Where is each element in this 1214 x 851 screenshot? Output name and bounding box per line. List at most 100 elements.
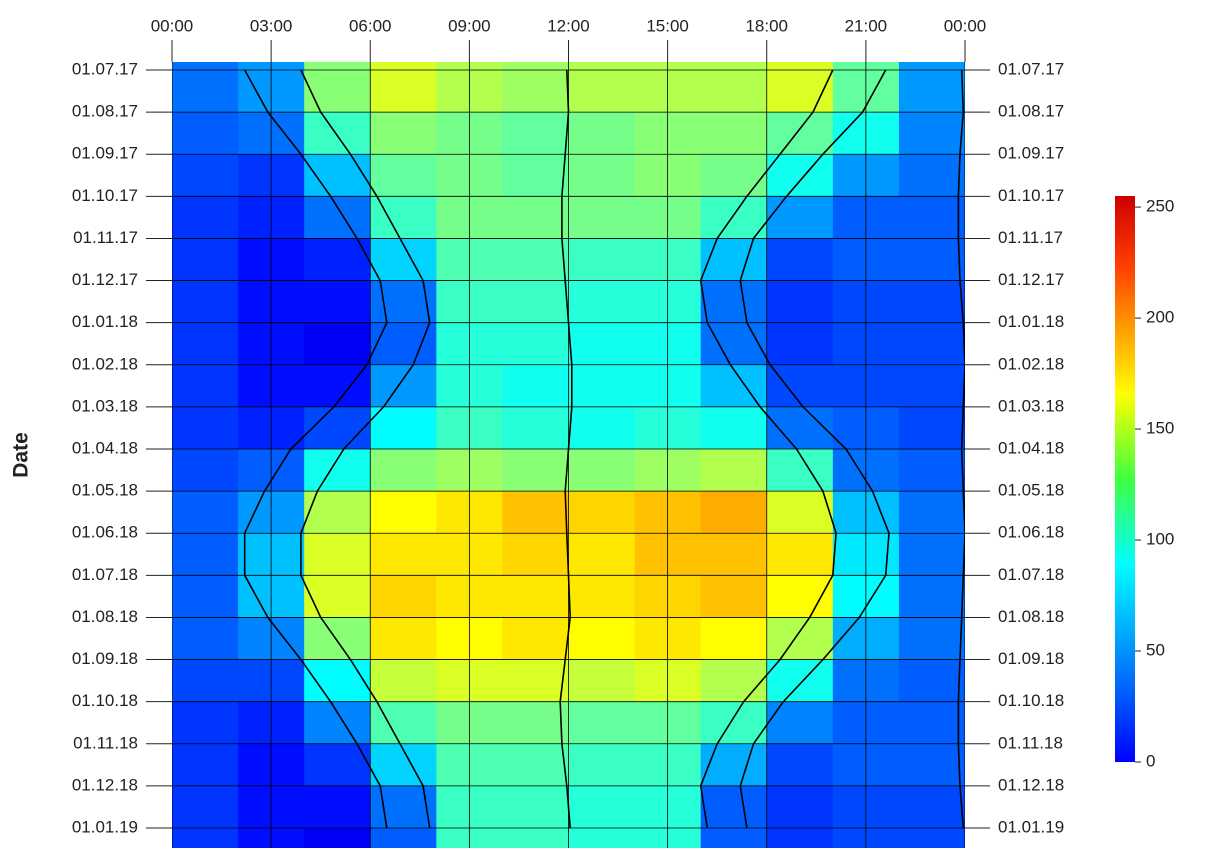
heat-cell [304, 62, 371, 113]
heat-cell [172, 238, 239, 282]
heat-cell [370, 617, 437, 661]
y-tick-label: 01.07.17 [72, 59, 138, 78]
heat-cell [568, 280, 636, 324]
heat-cell [898, 238, 965, 282]
y-tick-label: 01.11.17 [73, 228, 138, 247]
y-tick-label-right: 01.11.18 [998, 733, 1063, 752]
heat-cell [898, 533, 965, 576]
heat-cell [502, 238, 569, 282]
heat-cell [304, 154, 371, 197]
y-tick-label-right: 01.10.17 [998, 186, 1064, 205]
y-tick-label: 01.11.18 [73, 733, 138, 752]
heat-cell [502, 575, 569, 618]
x-tick-label: 00:00 [151, 16, 194, 35]
heat-cell [502, 280, 569, 324]
heat-cell [304, 575, 371, 618]
y-tick-label: 01.04.18 [72, 438, 138, 457]
heat-cell [568, 62, 636, 113]
heat-cell [304, 701, 371, 745]
colorbar-tick-label: 50 [1146, 641, 1165, 660]
heat-cell [304, 449, 371, 492]
y-tick-label: 01.06.18 [72, 523, 138, 542]
heat-cell [766, 364, 834, 408]
heat-cell [700, 280, 768, 324]
y-tick-label-right: 01.08.18 [998, 607, 1064, 626]
colorbar-tick-label: 150 [1146, 419, 1174, 438]
heat-cell [370, 406, 437, 450]
heat-cell [766, 406, 834, 450]
curves [243, 69, 965, 829]
heat-cell [898, 491, 965, 534]
curve [243, 69, 388, 829]
x-tick-label: 09:00 [448, 16, 491, 35]
heat-cell [304, 322, 371, 366]
heat-cell [304, 617, 371, 661]
y-tick-label: 01.01.19 [72, 817, 138, 836]
heat-cell [766, 280, 834, 324]
heat-cell [898, 449, 965, 492]
heat-cell [370, 491, 437, 534]
x-tick-label: 15:00 [646, 16, 689, 35]
heat-cell [304, 828, 371, 848]
x-tick-label: 21:00 [845, 16, 888, 35]
curve [739, 69, 890, 829]
heat-cell [568, 659, 636, 703]
y-tick-label: 01.08.17 [72, 102, 138, 121]
curve [957, 69, 965, 829]
heat-cell [172, 533, 239, 576]
heat-cell [700, 112, 768, 155]
heat-cell [700, 828, 768, 848]
heat-cell [502, 785, 569, 829]
y-tick-label-right: 01.03.18 [998, 396, 1064, 415]
heat-cell [700, 617, 768, 661]
curve [559, 69, 573, 829]
heat-cell [766, 154, 834, 197]
heat-cell [304, 112, 371, 155]
heat-cell [502, 364, 569, 408]
heat-cell [898, 62, 965, 113]
curve [699, 69, 837, 829]
heat-cell [766, 62, 834, 113]
heat-cell [568, 364, 636, 408]
x-tick-label: 18:00 [745, 16, 788, 35]
x-tick-label: 06:00 [349, 16, 392, 35]
heat-cell [304, 238, 371, 282]
y-tick-label-right: 01.12.18 [998, 775, 1064, 794]
heat-cell [370, 112, 437, 155]
heat-cell [172, 406, 239, 450]
heat-cell [898, 154, 965, 197]
heat-cell [370, 828, 437, 848]
heat-cell [568, 196, 636, 239]
heat-cell [172, 575, 239, 618]
heat-cell [898, 743, 965, 787]
heat-cell [502, 828, 569, 848]
y-tick-label-right: 01.12.17 [998, 270, 1064, 289]
heat-cell [172, 280, 239, 324]
colorbar-tick-label: 200 [1146, 308, 1174, 327]
y-tick-label-right: 01.01.18 [998, 312, 1064, 331]
heat-cell [370, 533, 437, 576]
heat-cell [502, 743, 569, 787]
y-tick-label-right: 01.01.19 [998, 817, 1064, 836]
axes: 00:00 03:00 06:00 09:00 12:00 15:00 18:00 21:00… [72, 16, 1175, 836]
heat-cell [766, 196, 834, 239]
heat-cell [502, 112, 569, 155]
y-tick-label-right: 01.08.17 [998, 102, 1064, 121]
heat-cell [304, 196, 371, 239]
heat-cell [172, 785, 239, 829]
heat-cell [568, 322, 636, 366]
heat-cell [370, 322, 437, 366]
heat-cell [568, 238, 636, 282]
heat-cell [172, 617, 239, 661]
y-tick-label-right: 01.11.17 [998, 228, 1063, 247]
heat-cell [502, 659, 569, 703]
heat-cell [898, 701, 965, 745]
heat-cell [304, 785, 371, 829]
heat-cell [766, 112, 834, 155]
y-tick-label-right: 01.02.18 [998, 354, 1064, 373]
heat-cell [700, 533, 768, 576]
heat-cell [568, 449, 636, 492]
heat-cell [700, 154, 768, 197]
heat-cell [172, 62, 239, 113]
